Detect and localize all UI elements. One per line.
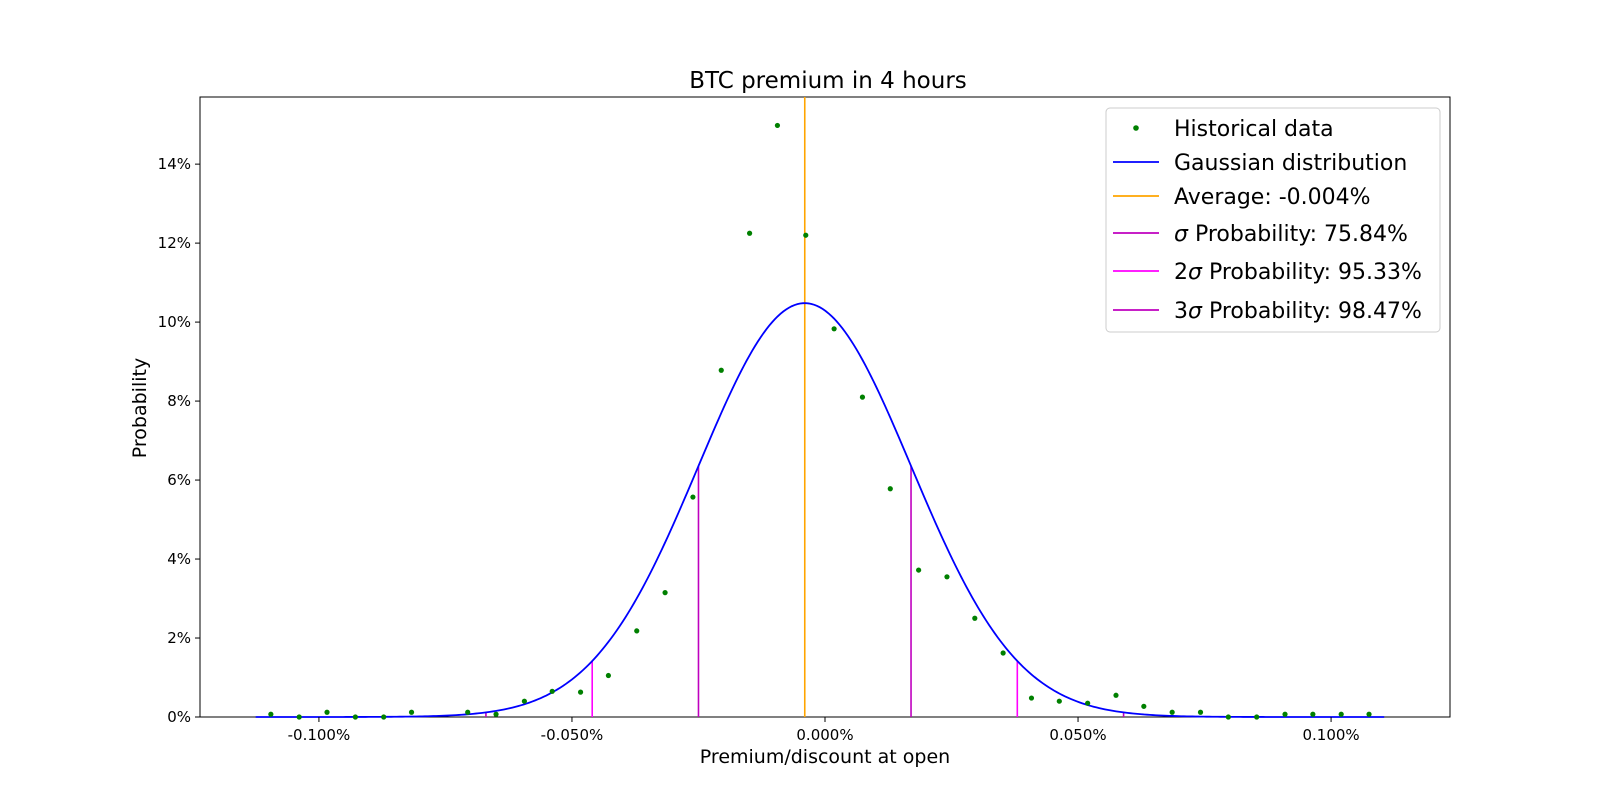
historical-point-4 bbox=[352, 714, 358, 720]
points-layer bbox=[268, 122, 1372, 720]
historical-point-30 bbox=[1113, 692, 1119, 698]
historical-point-9 bbox=[521, 698, 527, 704]
historical-point-10 bbox=[549, 688, 555, 694]
legend-marker-1 bbox=[1133, 125, 1139, 131]
historical-point-18 bbox=[774, 122, 781, 129]
legend-label-6: 3σ Probability: 98.47% bbox=[1174, 299, 1422, 324]
y-tick-label-4: 6% bbox=[167, 471, 191, 489]
x-tick-label-1: -0.100% bbox=[288, 726, 351, 744]
historical-point-35 bbox=[1254, 714, 1260, 720]
historical-point-5 bbox=[381, 714, 387, 720]
historical-point-11 bbox=[577, 689, 584, 695]
y-axis-label: Probability bbox=[129, 358, 151, 458]
historical-point-12 bbox=[605, 672, 612, 679]
historical-point-19 bbox=[803, 232, 809, 238]
x-tick-label-5: 0.100% bbox=[1302, 726, 1359, 744]
historical-point-25 bbox=[972, 615, 978, 621]
y-tick-label-1: 0% bbox=[167, 708, 191, 726]
historical-point-8 bbox=[493, 711, 499, 717]
historical-point-17 bbox=[746, 230, 753, 236]
y-tick-label-8: 14% bbox=[158, 155, 191, 173]
historical-point-16 bbox=[718, 367, 724, 373]
legend-label-3: Average: -0.004% bbox=[1174, 185, 1371, 210]
y-tick-label-2: 2% bbox=[167, 629, 191, 647]
historical-point-15 bbox=[690, 494, 696, 500]
y-tick-label-7: 12% bbox=[158, 234, 191, 252]
legend-label-4: σ Probability: 75.84% bbox=[1174, 222, 1408, 247]
x-axis-label: Premium/discount at open bbox=[700, 746, 950, 768]
y-tick-label-5: 8% bbox=[167, 392, 191, 410]
historical-point-7 bbox=[465, 709, 471, 715]
historical-point-32 bbox=[1169, 709, 1175, 715]
x-tick-label-2: -0.050% bbox=[541, 726, 604, 744]
gaussian-curve bbox=[255, 302, 1385, 718]
legend-label-2: Gaussian distribution bbox=[1174, 151, 1407, 176]
historical-point-34 bbox=[1225, 714, 1231, 720]
historical-point-1 bbox=[268, 711, 274, 717]
historical-point-6 bbox=[408, 709, 415, 715]
historical-point-13 bbox=[634, 628, 640, 634]
historical-point-28 bbox=[1056, 698, 1062, 704]
historical-point-3 bbox=[324, 709, 330, 715]
historical-point-14 bbox=[662, 590, 668, 596]
legend-box bbox=[1105, 107, 1441, 333]
historical-point-38 bbox=[1338, 711, 1344, 717]
historical-point-22 bbox=[887, 486, 893, 492]
historical-point-21 bbox=[859, 394, 866, 400]
historical-point-26 bbox=[1000, 650, 1006, 656]
y-tick-label-3: 4% bbox=[167, 550, 191, 568]
legend: Historical data Gaussian distribution Aver… bbox=[1105, 107, 1441, 333]
legend-label-1: Historical data bbox=[1174, 117, 1334, 142]
historical-point-24 bbox=[944, 574, 950, 580]
historical-point-37 bbox=[1310, 711, 1316, 717]
historical-point-20 bbox=[831, 326, 837, 332]
y-axis: 0% 2% 4% 6% 8% 10% 12% 14% bbox=[158, 155, 200, 726]
x-tick-label-4: 0.050% bbox=[1049, 726, 1106, 744]
x-tick-label-3: 0.000% bbox=[796, 726, 853, 744]
lines-layer bbox=[255, 97, 1385, 718]
chart-title: BTC premium in 4 hours bbox=[689, 68, 967, 94]
historical-point-2 bbox=[296, 714, 302, 720]
historical-point-23 bbox=[916, 567, 922, 573]
historical-point-39 bbox=[1366, 711, 1372, 717]
legend-label-5: 2σ Probability: 95.33% bbox=[1174, 260, 1422, 285]
historical-point-33 bbox=[1197, 709, 1204, 715]
historical-point-36 bbox=[1282, 711, 1288, 717]
historical-point-31 bbox=[1141, 703, 1147, 709]
historical-point-29 bbox=[1085, 700, 1091, 706]
y-tick-label-6: 10% bbox=[158, 313, 191, 331]
x-axis: -0.100% -0.050% 0.000% 0.050% 0.100% bbox=[288, 717, 1360, 744]
historical-point-27 bbox=[1028, 695, 1035, 701]
